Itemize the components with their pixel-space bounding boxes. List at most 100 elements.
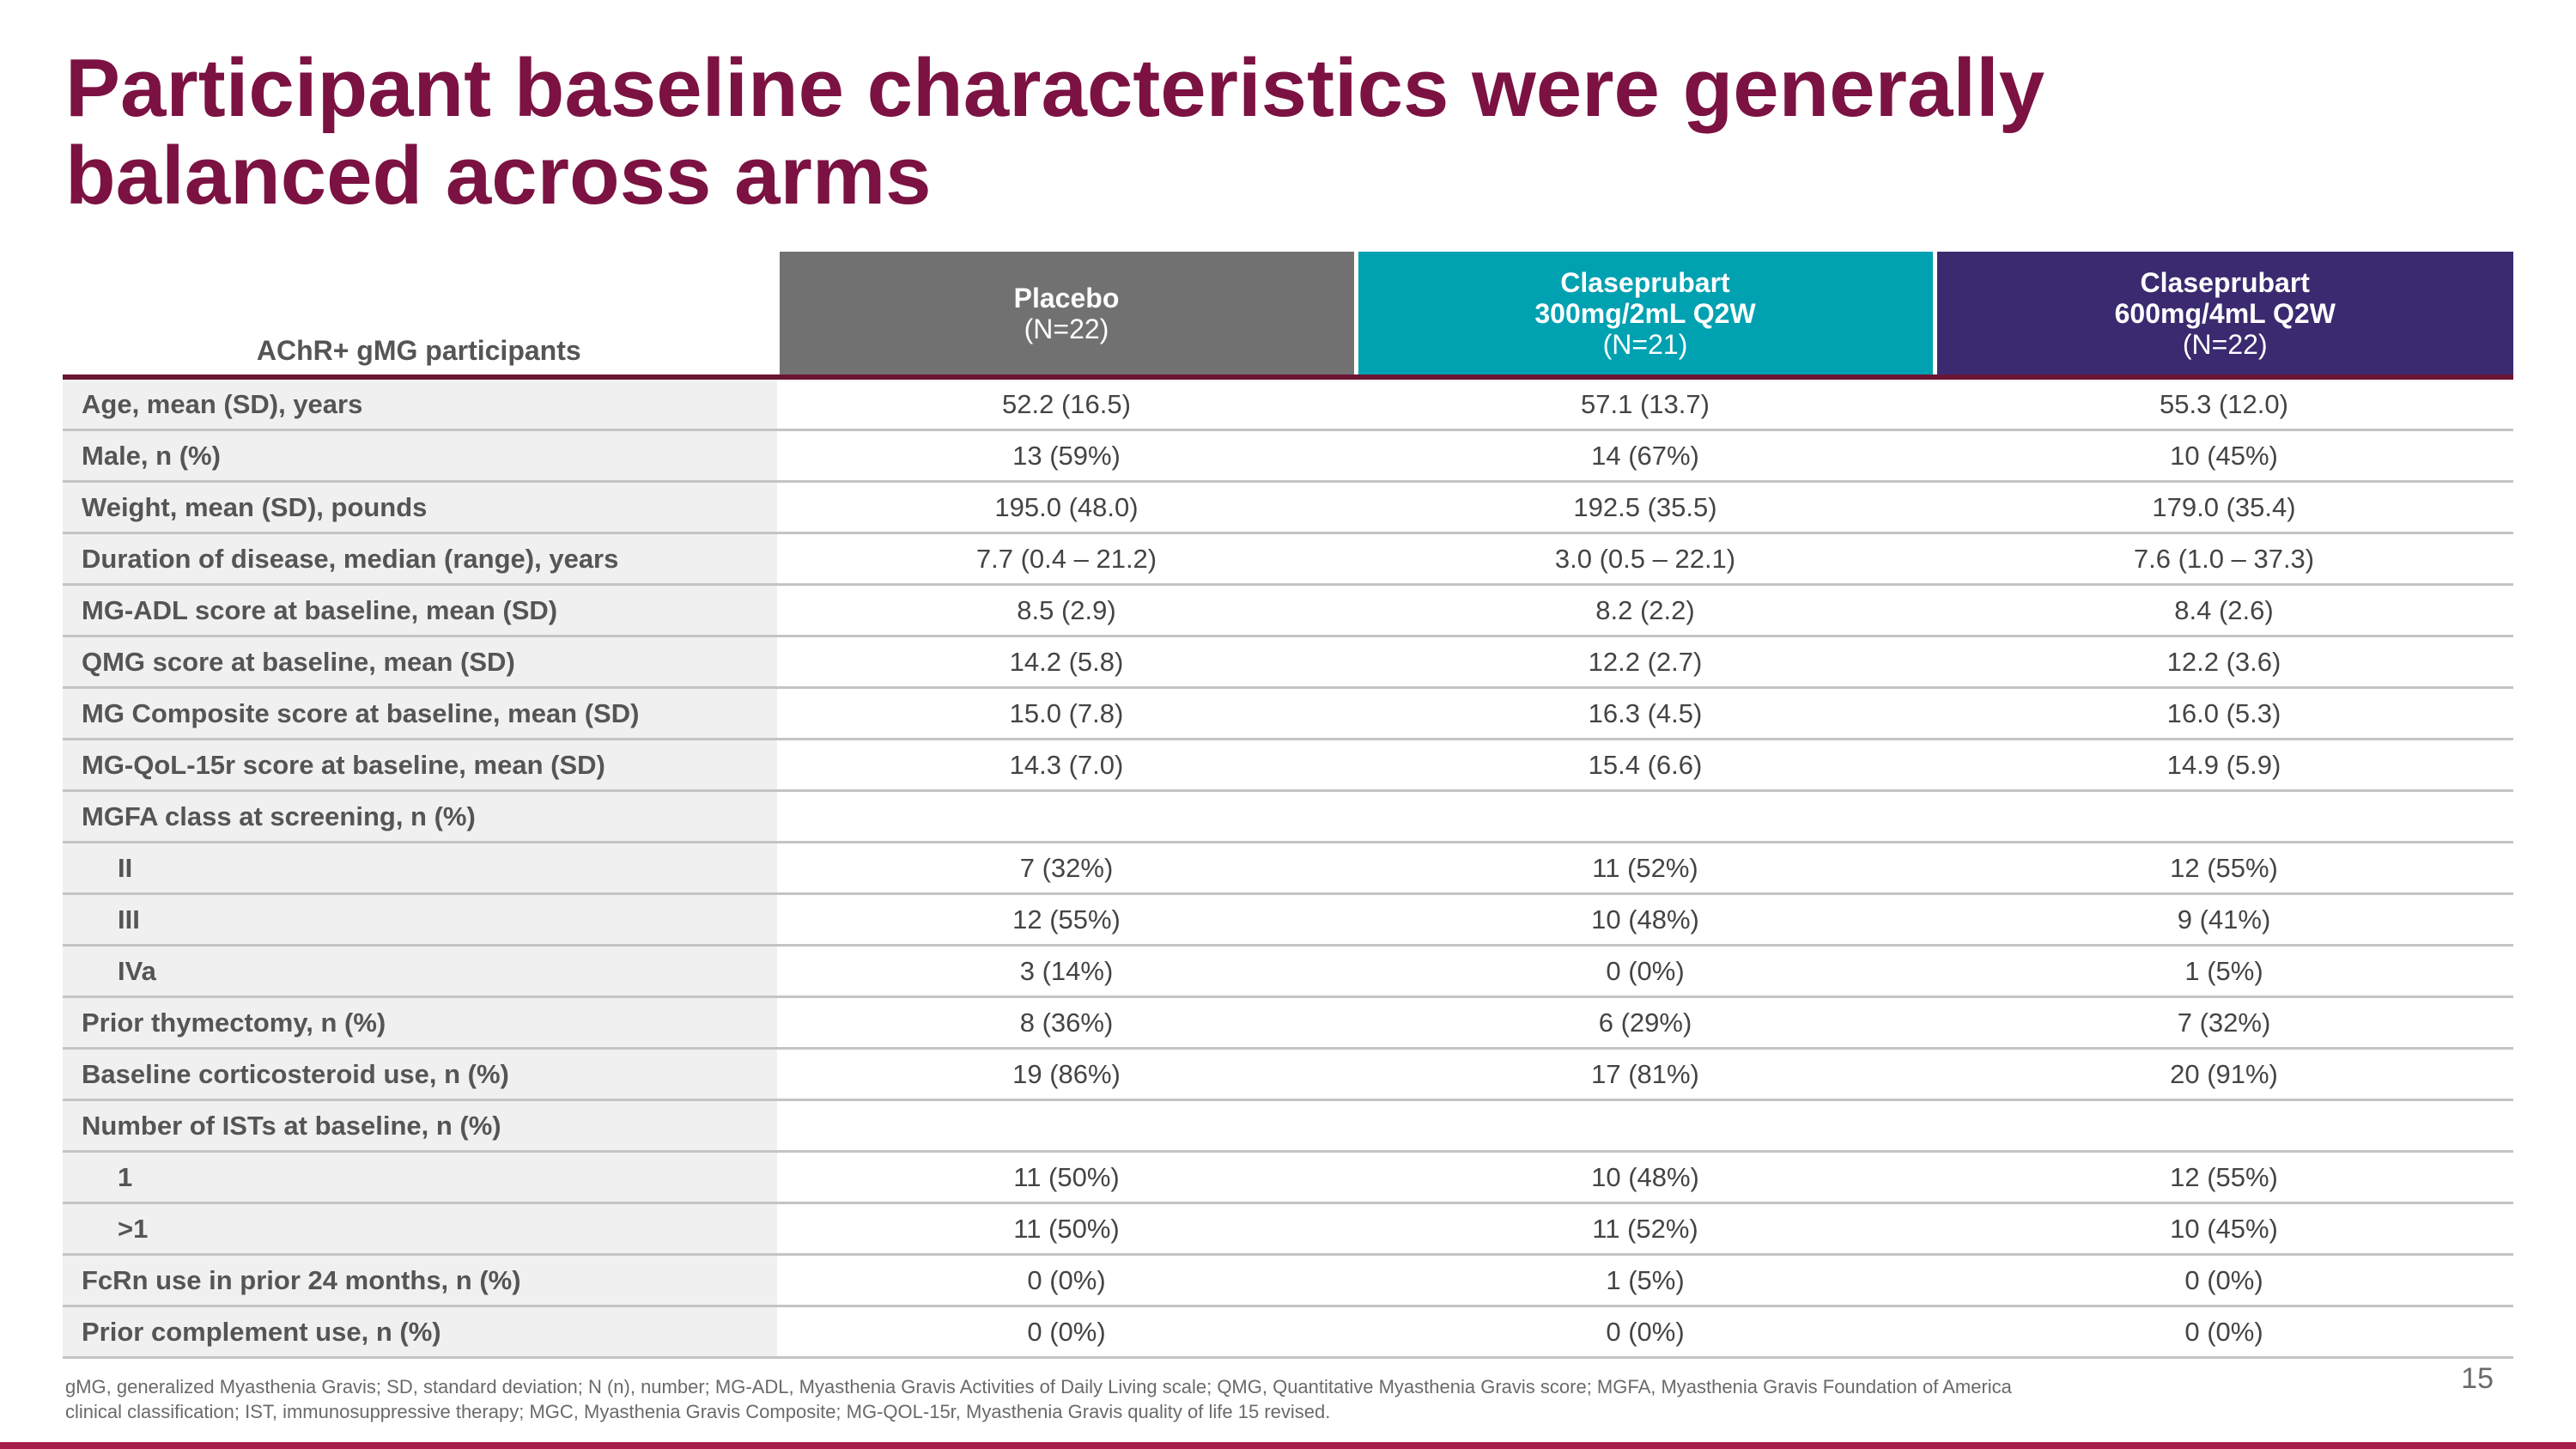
row-label: MG-ADL score at baseline, mean (SD) <box>63 584 777 637</box>
table-row: MG Composite score at baseline, mean (SD… <box>63 687 2513 740</box>
table-row: >1 11 (50%) 11 (52%) 10 (45%) <box>63 1202 2513 1256</box>
cell-value: 19 (86%) <box>777 1048 1356 1101</box>
row-label: >1 <box>63 1202 777 1256</box>
row-label: Prior thymectomy, n (%) <box>63 996 777 1050</box>
cell-value: 0 (0%) <box>1356 1306 1935 1359</box>
table-row: II 7 (32%) 11 (52%) 12 (55%) <box>63 842 2513 895</box>
cell-value: 15.4 (6.6) <box>1356 739 1935 792</box>
cell-value: 6 (29%) <box>1356 996 1935 1050</box>
cell-value: 0 (0%) <box>1935 1306 2513 1359</box>
cell-value: 1 (5%) <box>1935 945 2513 998</box>
cell-value: 7.6 (1.0 – 37.3) <box>1935 533 2513 586</box>
cell-value <box>777 790 1356 843</box>
cell-value: 12 (55%) <box>777 893 1356 947</box>
row-label: Number of ISTs at baseline, n (%) <box>63 1099 777 1153</box>
table-row: MGFA class at screening, n (%) <box>63 790 2513 843</box>
row-label: III <box>63 893 777 947</box>
baseline-characteristics-table: AChR+ gMG participants Placebo (N=22) Cla… <box>63 252 2513 1359</box>
row-label: Prior complement use, n (%) <box>63 1306 777 1359</box>
table-row: MG-QoL-15r score at baseline, mean (SD) 1… <box>63 739 2513 792</box>
row-label: Weight, mean (SD), pounds <box>63 481 777 534</box>
row-label: QMG score at baseline, mean (SD) <box>63 636 777 689</box>
cell-value: 52.2 (16.5) <box>777 377 1356 431</box>
table-row: Male, n (%) 13 (59%) 14 (67%) 10 (45%) <box>63 429 2513 483</box>
cell-value: 10 (48%) <box>1356 1151 1935 1204</box>
page-number: 15 <box>2461 1362 2494 1395</box>
cell-value: 20 (91%) <box>1935 1048 2513 1101</box>
table-row: Baseline corticosteroid use, n (%) 19 (86… <box>63 1048 2513 1101</box>
cell-value: 0 (0%) <box>777 1306 1356 1359</box>
cell-value: 11 (52%) <box>1356 842 1935 895</box>
cell-value <box>1356 1099 1935 1153</box>
cell-value: 16.0 (5.3) <box>1935 687 2513 740</box>
cell-value: 11 (52%) <box>1356 1202 1935 1256</box>
header-placebo: Placebo (N=22) <box>775 252 1356 380</box>
cell-value <box>1935 1099 2513 1153</box>
row-label: II <box>63 842 777 895</box>
slide-title: Participant baseline characteristics wer… <box>65 42 2045 222</box>
cell-value: 11 (50%) <box>777 1202 1356 1256</box>
table-header-row: AChR+ gMG participants Placebo (N=22) Cla… <box>63 252 2513 380</box>
cell-value <box>777 1099 1356 1153</box>
cell-value: 195.0 (48.0) <box>777 481 1356 534</box>
corner-label: AChR+ gMG participants <box>63 252 777 380</box>
row-label: MG-QoL-15r score at baseline, mean (SD) <box>63 739 777 792</box>
cell-value: 17 (81%) <box>1356 1048 1935 1101</box>
header-claseprubart-300: Claseprubart 300mg/2mL Q2W (N=21) <box>1353 252 1935 380</box>
cell-value: 11 (50%) <box>777 1151 1356 1204</box>
cell-value: 0 (0%) <box>1356 945 1935 998</box>
cell-value: 14.2 (5.8) <box>777 636 1356 689</box>
cell-value: 14.3 (7.0) <box>777 739 1356 792</box>
table-row: Prior thymectomy, n (%) 8 (36%) 6 (29%) 7 (… <box>63 996 2513 1050</box>
cell-value: 10 (45%) <box>1935 429 2513 483</box>
table-row: IVa 3 (14%) 0 (0%) 1 (5%) <box>63 945 2513 998</box>
cell-value: 10 (48%) <box>1356 893 1935 947</box>
cell-value: 9 (41%) <box>1935 893 2513 947</box>
cell-value: 8.2 (2.2) <box>1356 584 1935 637</box>
cell-value: 13 (59%) <box>777 429 1356 483</box>
table-row: Prior complement use, n (%) 0 (0%) 0 (0%) 0… <box>63 1306 2513 1359</box>
table-row: Age, mean (SD), years 52.2 (16.5) 57.1 (13… <box>63 377 2513 431</box>
table-row: Duration of disease, median (range), yea… <box>63 533 2513 586</box>
cell-value: 8.5 (2.9) <box>777 584 1356 637</box>
row-label: FcRn use in prior 24 months, n (%) <box>63 1254 777 1307</box>
row-label: Age, mean (SD), years <box>63 377 777 431</box>
cell-value: 55.3 (12.0) <box>1935 377 2513 431</box>
cell-value <box>1935 790 2513 843</box>
row-label: Male, n (%) <box>63 429 777 483</box>
cell-value: 16.3 (4.5) <box>1356 687 1935 740</box>
row-label: Duration of disease, median (range), yea… <box>63 533 777 586</box>
header-name: Claseprubart 600mg/4mL Q2W <box>2114 266 2336 329</box>
cell-value: 8 (36%) <box>777 996 1356 1050</box>
cell-value: 7.7 (0.4 – 21.2) <box>777 533 1356 586</box>
header-claseprubart-600: Claseprubart 600mg/4mL Q2W (N=22) <box>1932 252 2513 380</box>
bottom-accent-bar <box>0 1442 2576 1449</box>
table-row: MG-ADL score at baseline, mean (SD) 8.5 (… <box>63 584 2513 637</box>
table-row: QMG score at baseline, mean (SD) 14.2 (5.… <box>63 636 2513 689</box>
row-label: Baseline corticosteroid use, n (%) <box>63 1048 777 1101</box>
header-n: (N=22) <box>2182 328 2268 360</box>
cell-value: 0 (0%) <box>1935 1254 2513 1307</box>
header-n: (N=22) <box>1024 313 1109 344</box>
cell-value: 7 (32%) <box>1935 996 2513 1050</box>
row-label: MG Composite score at baseline, mean (SD… <box>63 687 777 740</box>
cell-value: 3.0 (0.5 – 22.1) <box>1356 533 1935 586</box>
table-row: 1 11 (50%) 10 (48%) 12 (55%) <box>63 1151 2513 1204</box>
header-n: (N=21) <box>1602 328 1688 360</box>
cell-value: 12.2 (2.7) <box>1356 636 1935 689</box>
row-label: MGFA class at screening, n (%) <box>63 790 777 843</box>
cell-value: 8.4 (2.6) <box>1935 584 2513 637</box>
table-row: Number of ISTs at baseline, n (%) <box>63 1099 2513 1153</box>
cell-value: 12 (55%) <box>1935 1151 2513 1204</box>
cell-value: 3 (14%) <box>777 945 1356 998</box>
cell-value: 14.9 (5.9) <box>1935 739 2513 792</box>
cell-value: 179.0 (35.4) <box>1935 481 2513 534</box>
cell-value: 10 (45%) <box>1935 1202 2513 1256</box>
cell-value: 12 (55%) <box>1935 842 2513 895</box>
cell-value: 15.0 (7.8) <box>777 687 1356 740</box>
table-row: Weight, mean (SD), pounds 195.0 (48.0) 192… <box>63 481 2513 534</box>
table-row: III 12 (55%) 10 (48%) 9 (41%) <box>63 893 2513 947</box>
row-label: IVa <box>63 945 777 998</box>
header-name: Placebo <box>1013 282 1120 314</box>
cell-value: 14 (67%) <box>1356 429 1935 483</box>
